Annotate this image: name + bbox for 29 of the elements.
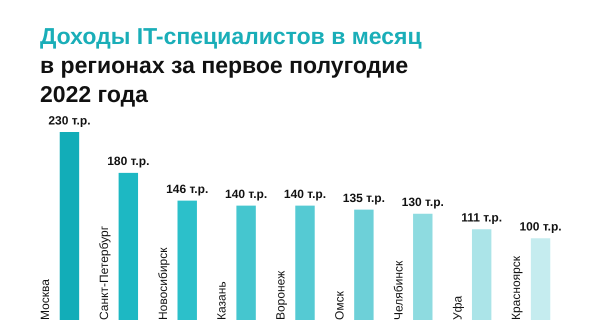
- x-tick-label: Уфа: [450, 296, 464, 320]
- bar: [178, 200, 197, 320]
- bar: [60, 132, 80, 320]
- data-label: 100 т.р.: [519, 220, 562, 234]
- data-label: 130 т.р.: [402, 195, 444, 210]
- data-label: 140 т.р.: [284, 186, 326, 201]
- x-tick-label: Челябинск: [391, 260, 406, 320]
- x-tick-label: Красноярск: [509, 255, 524, 320]
- data-label: 230 т.р.: [48, 113, 91, 128]
- x-tick-label: Москва: [38, 278, 52, 320]
- x-tick-label: Новосибирск: [156, 246, 170, 320]
- x-tick-label: Омск: [332, 290, 346, 320]
- data-label: 146 т.р.: [166, 182, 208, 196]
- chart-subtitle: в регионах за первое полугодие 2022 года: [40, 51, 410, 109]
- bar: [354, 210, 374, 320]
- x-tick-label: Санкт-Петербург: [96, 225, 111, 320]
- bar: [295, 206, 315, 320]
- bar: [236, 206, 256, 320]
- data-label: 180 т.р.: [107, 154, 150, 168]
- bar: [118, 172, 138, 320]
- x-tick-label: Воронеж: [274, 270, 288, 320]
- bar: [413, 214, 432, 320]
- data-label: 135 т.р.: [342, 190, 385, 205]
- bar: [530, 238, 550, 320]
- data-label: 111 т.р.: [461, 210, 502, 225]
- x-tick-label: Казань: [214, 281, 229, 320]
- data-label: 140 т.р.: [225, 186, 268, 201]
- bar: [472, 229, 492, 320]
- chart-title: Доходы IT-специалистов в месяц: [40, 22, 423, 51]
